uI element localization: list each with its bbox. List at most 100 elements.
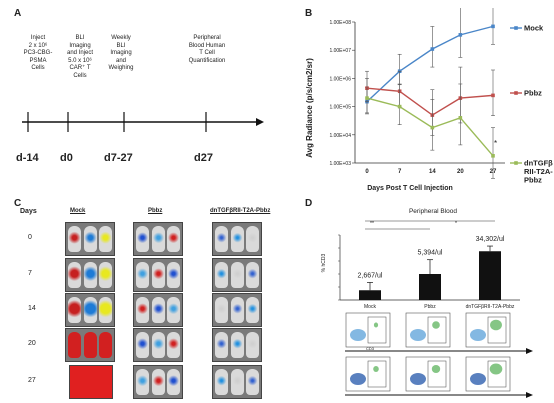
flow-arrowhead	[526, 392, 533, 398]
flow-gate	[487, 316, 507, 344]
mouse-silhouette	[167, 297, 180, 323]
timeline-step-line: Weighing	[108, 65, 134, 71]
line-point	[430, 125, 435, 130]
imaging-col-dntgf: dnTGFβRII-T2A-Pbbz	[210, 208, 271, 214]
legend-label-0: Mock	[524, 24, 544, 33]
line-series-1	[366, 87, 494, 116]
mouse-silhouette	[99, 262, 112, 288]
timeline-step-line: Cells	[31, 65, 45, 71]
timeline-day-4: d27	[194, 152, 213, 164]
mouse-silhouette	[167, 332, 180, 358]
imaging-day-label: 14	[28, 305, 36, 312]
tcell-bar-chart: Peripheral Blood % hCD3 ** * 2,667/ulMock…	[321, 208, 533, 398]
line-chart-ytick-label: 1.00E+06	[329, 76, 351, 82]
legend-label-2: Pbbz	[524, 176, 542, 185]
line-point	[491, 24, 495, 29]
line-point	[458, 33, 463, 37]
flow-cloud	[410, 329, 426, 341]
mouse-silhouette	[230, 226, 244, 252]
mouse-silhouette	[136, 226, 149, 252]
flow-cloud	[350, 373, 366, 385]
mouse-silhouette	[215, 332, 228, 358]
bar-category-label: Mock	[364, 304, 376, 310]
panel-d-label: D	[305, 198, 313, 209]
mouse-silhouette	[136, 369, 149, 395]
bli-image	[133, 222, 183, 256]
bli-image	[65, 328, 115, 362]
timeline-step-line: Weekly	[111, 35, 131, 41]
timeline-step-line: 5.0 x 10⁶	[68, 57, 92, 64]
mouse-silhouette	[136, 262, 149, 288]
mouse-silhouette	[83, 297, 97, 323]
bar-1	[419, 274, 441, 300]
mouse-silhouette	[246, 262, 259, 288]
panel-c-label: C	[14, 198, 22, 209]
mouse-silhouette	[246, 297, 259, 323]
timeline-step-2: BLI Imaging and Inject 5.0 x 10⁶ CAR⁺ T Cells	[58, 35, 102, 80]
flow-axis-label: CD3	[366, 346, 375, 351]
legend-label-2: RII-T2A-	[524, 167, 553, 176]
line-chart-ylabel: Avg Radiance (p/s/cm2/sr)	[305, 58, 314, 158]
timeline-step-line: and	[115, 57, 126, 64]
flow-cloud	[373, 366, 379, 372]
bar-chart-title: Peripheral Blood	[409, 208, 457, 215]
timeline-step-line: BLI	[116, 42, 126, 49]
legend-label-2: dnTGFβ	[524, 159, 553, 168]
mouse-silhouette	[68, 332, 81, 358]
line-chart-ytick-label: 1.00E+04	[329, 133, 351, 139]
line-chart-ytick-label: 1.00E+07	[329, 48, 351, 54]
imaging-day-label: 0	[28, 234, 32, 241]
flow-arrowhead	[526, 348, 533, 354]
bli-image	[212, 328, 262, 362]
mouse-silhouette	[215, 297, 228, 323]
timeline-step-line: and Inject	[66, 50, 94, 56]
bli-image	[133, 365, 183, 399]
imaging-day-label: 27	[28, 377, 36, 384]
line-chart-xtick-label: 20	[457, 169, 464, 175]
mouse-silhouette	[230, 262, 244, 288]
flow-cloud	[431, 365, 441, 373]
timeline-step-line: CAR⁺ T	[69, 65, 91, 71]
mouse-silhouette	[230, 297, 244, 323]
bar-value-label: 34,302/ul	[476, 236, 505, 243]
mouse-silhouette	[151, 369, 165, 395]
mouse-silhouette	[68, 262, 81, 288]
line-point	[397, 69, 402, 74]
bar-value-label: 2,667/ul	[358, 272, 383, 279]
bar-0	[359, 290, 381, 300]
line-chart-ytick-label: 1.00E+08	[329, 20, 351, 26]
timeline-day-2: d0	[60, 152, 73, 164]
mouse-silhouette	[215, 226, 228, 252]
bar-chart-ylabel: % hCD3	[321, 253, 327, 272]
panel-b-label: B	[305, 8, 313, 19]
legend-label-1: Pbbz	[524, 89, 542, 98]
mouse-silhouette	[99, 226, 112, 252]
bli-image	[65, 293, 115, 327]
imaging-day-label: 20	[28, 340, 36, 347]
bli-image	[65, 222, 115, 256]
legend-marker-1	[514, 91, 518, 95]
mouse-silhouette	[215, 262, 228, 288]
mouse-silhouette	[167, 262, 180, 288]
bli-image	[133, 293, 183, 327]
mouse-silhouette	[215, 369, 228, 395]
bli-image	[212, 293, 262, 327]
bar-category-label: Pbbz	[424, 304, 436, 310]
line-chart-xtick-label: 27	[490, 169, 497, 175]
bli-image	[65, 258, 115, 292]
imaging-day-label: 7	[28, 270, 32, 277]
line-point	[430, 47, 435, 51]
mouse-silhouette	[99, 297, 112, 323]
line-chart-xlabel: Days Post T Cell Injection	[367, 185, 453, 192]
flow-gate	[367, 360, 387, 388]
timeline-day-3: d7-27	[104, 152, 133, 164]
mouse-silhouette	[151, 262, 165, 288]
bar-category-label: dnTGFβRII-T2A-Pbbz	[466, 304, 515, 310]
significance-asterisk: *	[494, 139, 497, 148]
flow-cloud	[410, 373, 426, 385]
timeline-step-line: BLI	[75, 35, 85, 41]
line-point	[397, 104, 402, 109]
timeline-step-4: Peripheral Blood Human T Cell Quantificatio…	[172, 35, 242, 65]
flow-gate	[367, 316, 387, 344]
mouse-silhouette	[167, 369, 180, 395]
